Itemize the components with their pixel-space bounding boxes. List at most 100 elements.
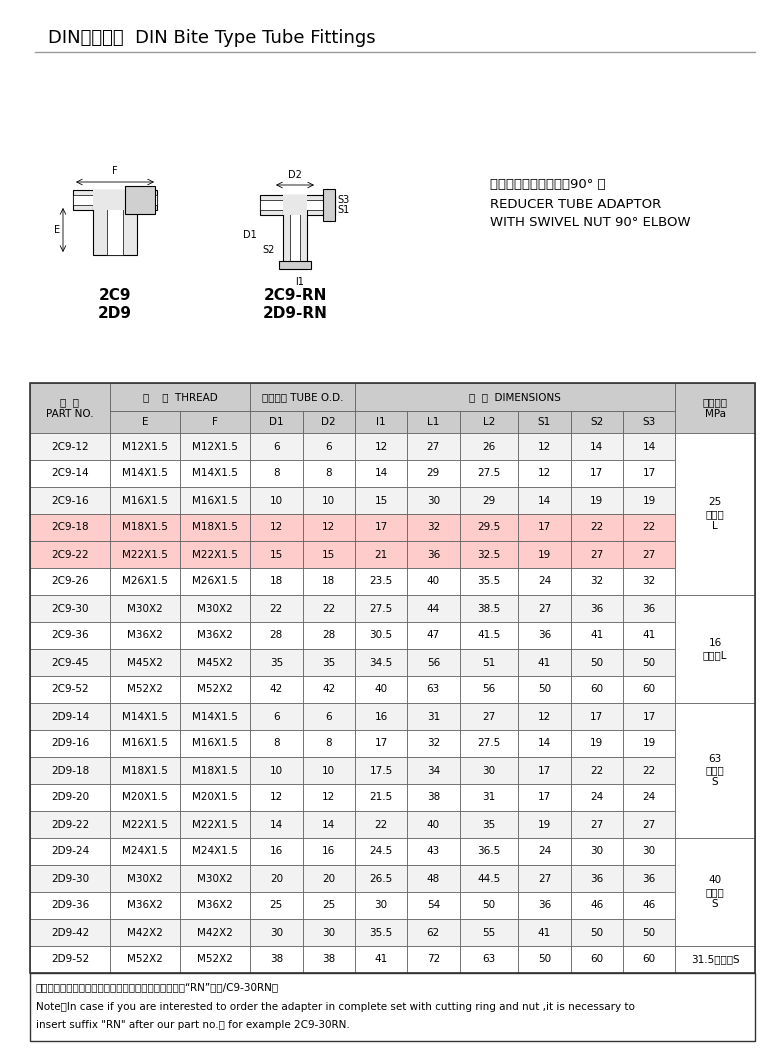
Bar — [407, 622, 459, 649]
Text: 35: 35 — [322, 657, 335, 668]
Bar — [180, 758, 250, 784]
Text: M36X2: M36X2 — [127, 900, 163, 911]
Bar — [623, 487, 675, 514]
Text: M52X2: M52X2 — [127, 685, 163, 694]
Bar — [459, 919, 518, 946]
Bar — [675, 595, 755, 703]
Text: 36: 36 — [590, 603, 604, 614]
Text: M26X1.5: M26X1.5 — [122, 577, 168, 586]
Text: 56: 56 — [482, 685, 495, 694]
Text: 6: 6 — [273, 711, 280, 722]
Bar — [623, 568, 675, 595]
Bar — [303, 622, 355, 649]
Text: 20: 20 — [322, 874, 335, 883]
Bar — [30, 622, 110, 649]
Text: 17: 17 — [374, 738, 388, 748]
Bar — [30, 973, 755, 1041]
Text: 10: 10 — [322, 766, 335, 776]
Text: 32: 32 — [427, 738, 440, 748]
Bar — [110, 919, 180, 946]
Text: 17: 17 — [590, 469, 604, 478]
Bar — [675, 703, 755, 730]
Bar — [407, 892, 459, 919]
Bar — [355, 865, 407, 892]
Text: M42X2: M42X2 — [197, 928, 233, 937]
Bar — [180, 811, 250, 838]
Text: 50: 50 — [538, 685, 551, 694]
Text: 42: 42 — [322, 685, 335, 694]
Text: 44.5: 44.5 — [477, 874, 501, 883]
Text: 43: 43 — [427, 846, 440, 857]
Bar — [110, 865, 180, 892]
Bar — [250, 411, 303, 433]
Text: 35.5: 35.5 — [370, 928, 392, 937]
Bar — [250, 919, 303, 946]
Bar — [30, 649, 110, 676]
Bar — [518, 649, 570, 676]
Bar — [250, 676, 303, 703]
Bar — [110, 946, 180, 973]
Text: 38: 38 — [270, 954, 283, 965]
Bar — [110, 411, 180, 433]
Bar — [623, 622, 675, 649]
Bar — [623, 946, 675, 973]
Bar — [459, 784, 518, 811]
Bar — [459, 595, 518, 622]
Text: 12: 12 — [374, 441, 388, 452]
Text: D1: D1 — [243, 230, 257, 240]
Text: 30.5: 30.5 — [370, 631, 392, 640]
Bar — [518, 411, 570, 433]
Text: L1: L1 — [427, 417, 440, 427]
Text: 50: 50 — [538, 954, 551, 965]
Text: WITH SWIVEL NUT 90° ELBOW: WITH SWIVEL NUT 90° ELBOW — [490, 216, 690, 229]
Text: 51: 51 — [482, 657, 495, 668]
Bar — [30, 383, 110, 433]
Bar — [518, 487, 570, 514]
Bar — [180, 514, 250, 541]
Bar — [518, 758, 570, 784]
Text: 24: 24 — [537, 577, 551, 586]
Text: 63: 63 — [482, 954, 495, 965]
Text: 46: 46 — [590, 900, 604, 911]
Bar — [250, 865, 303, 892]
Text: 44: 44 — [427, 603, 440, 614]
Bar — [675, 838, 755, 946]
Bar — [355, 838, 407, 865]
Bar — [675, 568, 755, 595]
Bar — [407, 811, 459, 838]
Text: 2D9-18: 2D9-18 — [51, 766, 89, 776]
Text: 56: 56 — [427, 657, 440, 668]
Bar — [303, 703, 355, 730]
Bar — [110, 676, 180, 703]
Text: S3: S3 — [337, 195, 349, 205]
Text: S1: S1 — [537, 417, 551, 427]
Text: M16X1.5: M16X1.5 — [192, 495, 238, 506]
Bar — [675, 838, 755, 865]
Bar — [675, 946, 755, 973]
Text: REDUCER TUBE ADAPTOR: REDUCER TUBE ADAPTOR — [490, 199, 661, 212]
Text: 32.5: 32.5 — [477, 549, 501, 560]
Text: 19: 19 — [590, 738, 604, 748]
Text: M30X2: M30X2 — [197, 603, 233, 614]
Text: 41: 41 — [374, 954, 388, 965]
Bar — [290, 209, 300, 264]
Bar — [180, 784, 250, 811]
Bar — [30, 487, 110, 514]
Text: M36X2: M36X2 — [127, 631, 163, 640]
Bar — [303, 730, 355, 758]
Bar — [675, 433, 755, 595]
Text: 21.5: 21.5 — [370, 792, 392, 803]
Text: 2C9-16: 2C9-16 — [51, 495, 89, 506]
Bar — [73, 195, 157, 205]
Text: 2C9-22: 2C9-22 — [51, 549, 89, 560]
Text: 22: 22 — [322, 603, 335, 614]
Bar — [250, 784, 303, 811]
Text: 2C9-30: 2C9-30 — [51, 603, 89, 614]
Text: l1: l1 — [296, 277, 304, 287]
Bar — [355, 487, 407, 514]
Bar — [518, 784, 570, 811]
Bar — [303, 541, 355, 568]
Bar — [30, 919, 110, 946]
Bar — [110, 703, 180, 730]
Text: 14: 14 — [270, 820, 283, 829]
